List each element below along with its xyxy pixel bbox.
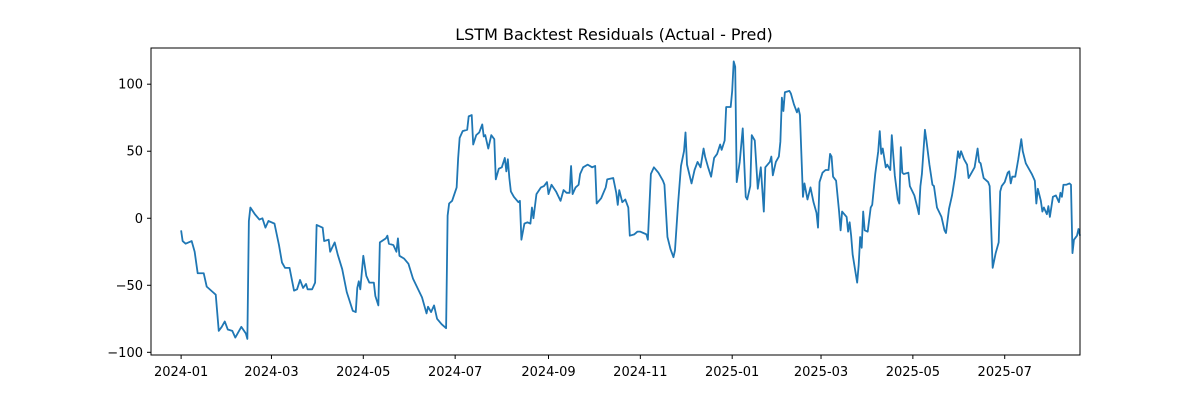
y-tick-label: −100	[107, 346, 143, 361]
plot-area	[180, 60, 1081, 340]
x-tick-label: 2025-01	[705, 365, 759, 380]
x-tick-label: 2025-07	[978, 365, 1032, 380]
x-tick-label: 2025-05	[886, 365, 940, 380]
x-tick-label: 2024-11	[613, 365, 667, 380]
y-tick-label: 0	[135, 212, 143, 227]
y-tick-label: 100	[118, 78, 143, 93]
x-tick-label: 2024-01	[154, 365, 208, 380]
axes-frame	[150, 47, 1081, 356]
y-tick-label: −50	[116, 279, 143, 294]
x-axis: 2024-01 2024-03 2024-05 2024-07 2024-09 2024-…	[154, 355, 1032, 380]
y-axis: −100 −50 0 50 100	[107, 78, 151, 361]
x-tick-label: 2024-09	[521, 365, 575, 380]
x-tick-label: 2024-07	[428, 365, 482, 380]
x-tick-label: 2024-05	[336, 365, 390, 380]
series-line-0	[180, 60, 1081, 340]
y-tick-label: 50	[126, 145, 143, 160]
chart-title: LSTM Backtest Residuals (Actual - Pred)	[455, 25, 773, 44]
x-tick-label: 2024-03	[244, 365, 298, 380]
x-tick-label: 2025-03	[794, 365, 848, 380]
